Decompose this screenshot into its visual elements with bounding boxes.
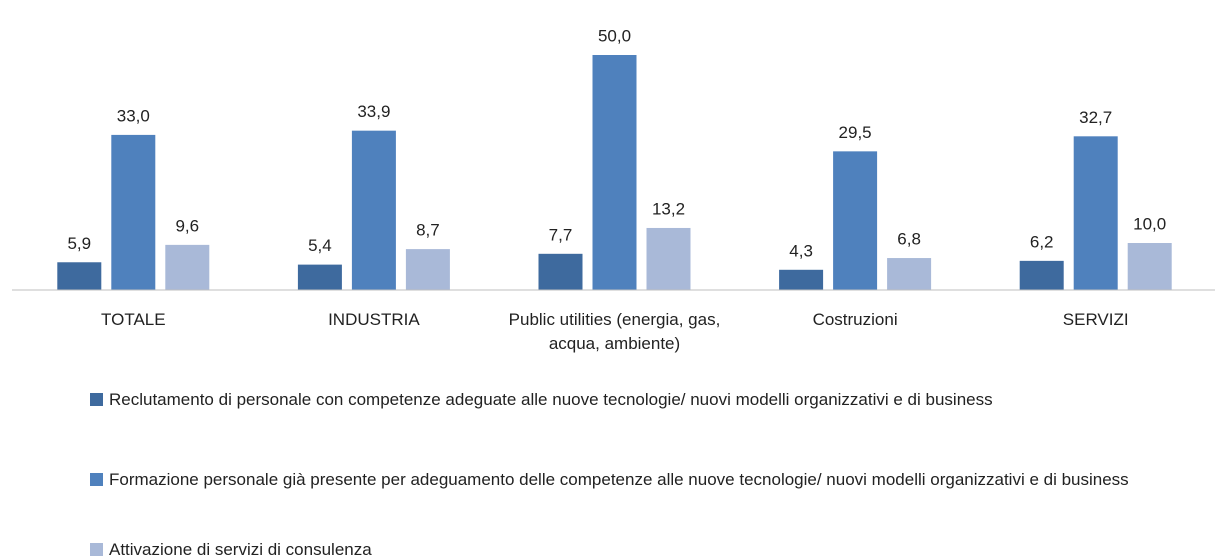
- x-tick-label: INDUSTRIA: [328, 310, 420, 329]
- bar: [592, 55, 637, 290]
- legend-label: Reclutamento di personale con competenze…: [109, 390, 993, 409]
- bar: [1019, 260, 1064, 290]
- value-label: 7,7: [549, 225, 573, 244]
- legend-swatch: [90, 473, 103, 486]
- bar: [1127, 243, 1172, 290]
- legend-label: Attivazione di servizi di consulenza: [109, 540, 372, 558]
- bar: [779, 269, 824, 290]
- value-label: 50,0: [598, 26, 631, 45]
- legend-swatch: [90, 543, 103, 556]
- value-label: 32,7: [1079, 108, 1112, 127]
- bar: [646, 227, 691, 290]
- bar: [57, 262, 102, 290]
- x-tick-label: Public utilities (energia, gas, acqua, a…: [508, 310, 721, 353]
- bar: [111, 134, 156, 290]
- bar: [887, 258, 932, 290]
- value-label: 10,0: [1133, 214, 1166, 233]
- bar: [297, 264, 342, 290]
- value-label: 5,4: [308, 236, 332, 255]
- value-label: 9,6: [175, 216, 199, 235]
- value-label: 13,2: [652, 199, 685, 218]
- value-label: 4,3: [789, 241, 813, 260]
- x-tick-label: TOTALE: [101, 310, 166, 329]
- value-label: 8,7: [416, 221, 440, 240]
- value-label: 6,8: [897, 230, 921, 249]
- value-label: 6,2: [1030, 232, 1054, 251]
- legend-swatch: [90, 393, 103, 406]
- value-label: 5,9: [67, 234, 91, 253]
- bar: [833, 151, 878, 290]
- x-tick-label: Costruzioni: [812, 310, 898, 329]
- bar: [405, 249, 450, 290]
- legend-entry: Attivazione di servizi di consulenza: [90, 537, 1190, 558]
- bar: [1073, 136, 1118, 290]
- value-label: 29,5: [839, 123, 872, 142]
- value-label: 33,0: [117, 106, 150, 125]
- legend-label: Formazione personale già presente per ad…: [109, 470, 1129, 489]
- bar: [538, 253, 583, 290]
- legend-entry: Formazione personale già presente per ad…: [90, 467, 1190, 492]
- bar: [351, 130, 396, 290]
- value-label: 33,9: [357, 102, 390, 121]
- bar: [165, 244, 210, 290]
- x-tick-label: SERVIZI: [1062, 310, 1129, 329]
- legend-entry: Reclutamento di personale con competenze…: [90, 387, 1190, 412]
